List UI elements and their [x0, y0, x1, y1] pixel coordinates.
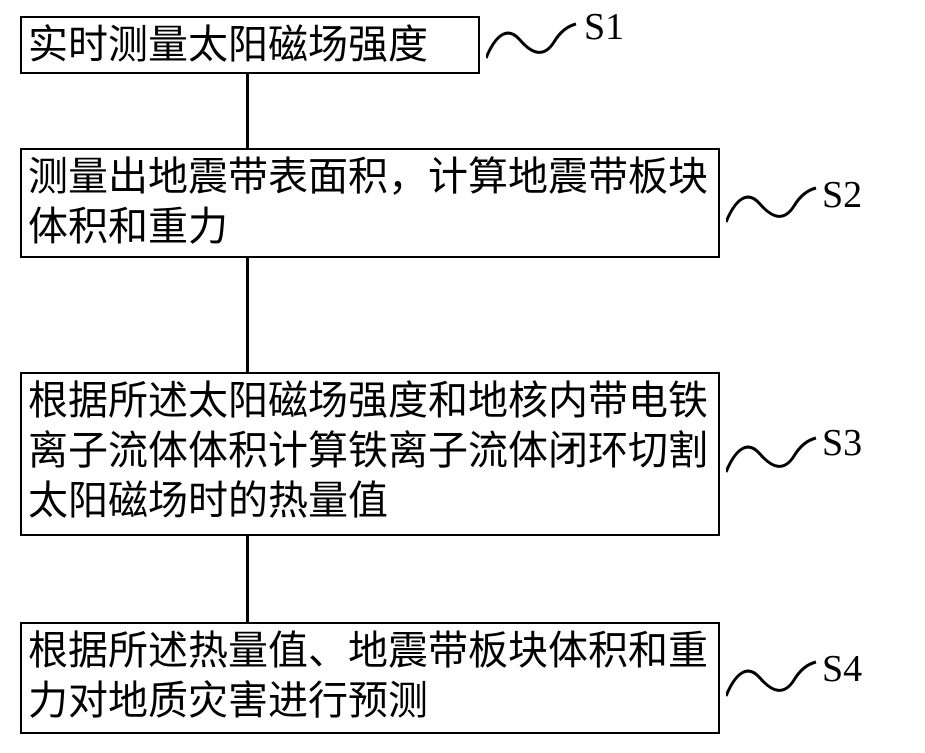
connector-s1-s2 [246, 74, 249, 148]
step-box-s4: 根据所述热量值、地震带板块体积和重力对地质灾害进行预测 [20, 622, 720, 734]
wave-connector-s1 [486, 22, 578, 62]
step-text-s2: 测量出地震带表面积，计算地震带板块体积和重力 [28, 152, 712, 252]
step-text-s1: 实时测量太阳磁场强度 [28, 20, 472, 70]
step-label-s1: S1 [584, 8, 624, 46]
step-text-s3: 根据所述太阳磁场强度和地核内带电铁离子流体体积计算铁离子流体闭环切割太阳磁场时的… [28, 376, 712, 526]
step-label-s4: S4 [822, 650, 862, 688]
connector-s3-s4 [246, 536, 249, 622]
connector-s2-s3 [246, 258, 249, 372]
step-box-s3: 根据所述太阳磁场强度和地核内带电铁离子流体体积计算铁离子流体闭环切割太阳磁场时的… [20, 372, 720, 536]
flowchart-canvas: 实时测量太阳磁场强度 S1 测量出地震带表面积，计算地震带板块体积和重力 S2 … [0, 0, 925, 753]
step-box-s2: 测量出地震带表面积，计算地震带板块体积和重力 [20, 148, 720, 258]
step-label-s3: S3 [822, 424, 862, 462]
step-box-s1: 实时测量太阳磁场强度 [20, 16, 480, 74]
step-text-s4: 根据所述热量值、地震带板块体积和重力对地质灾害进行预测 [28, 626, 712, 726]
step-label-s2: S2 [822, 176, 862, 214]
wave-connector-s4 [726, 660, 818, 700]
wave-connector-s3 [726, 436, 818, 476]
wave-connector-s2 [726, 186, 818, 226]
